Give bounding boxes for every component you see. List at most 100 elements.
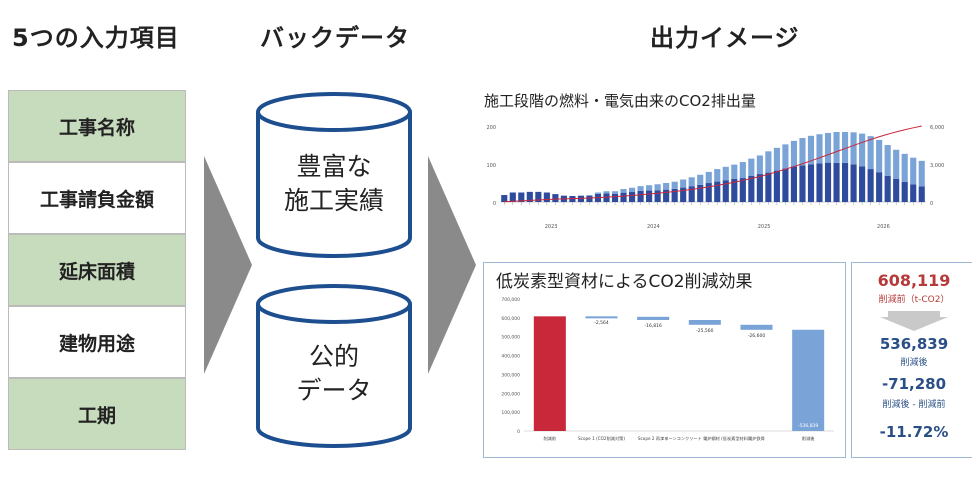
bar-light — [594, 192, 602, 194]
database-label-line1: 豊富な — [296, 152, 372, 181]
bar-dark — [790, 166, 798, 202]
bar-light — [705, 171, 712, 184]
bar-dark — [705, 183, 712, 202]
bar-light — [637, 186, 644, 191]
backdata-header: バックデータ — [260, 24, 410, 52]
bar-dark — [867, 169, 874, 202]
bar-light — [654, 184, 661, 191]
bar-light — [816, 134, 823, 164]
database-label-line2: データ — [296, 376, 372, 405]
bar-dark — [628, 192, 636, 202]
bar-light — [910, 157, 917, 185]
bar-dark — [654, 190, 661, 202]
y-tick-label: 500,000 — [501, 335, 520, 341]
bar-dark — [807, 164, 815, 202]
bar-dark — [850, 164, 857, 202]
y-tick-label: 100,000 — [501, 410, 520, 416]
bar-light — [918, 160, 925, 187]
bar-dark — [765, 172, 772, 202]
bar-light — [765, 151, 772, 173]
input-item-building-use: 建物用途 — [8, 306, 186, 378]
bar-light — [671, 181, 678, 189]
bar-dark — [586, 195, 593, 202]
bar-dark — [859, 166, 866, 202]
bar-light — [722, 166, 729, 181]
bar-light — [646, 185, 653, 191]
right-tick-label: 6,000 — [930, 125, 944, 131]
bar-light — [680, 179, 687, 188]
bar-light — [773, 147, 780, 171]
bar-light — [867, 136, 874, 170]
bar-dark — [918, 186, 925, 202]
bar-light — [790, 140, 798, 167]
bar-light — [628, 187, 636, 193]
waterfall-bar — [637, 316, 670, 320]
bar-light — [824, 132, 832, 163]
bar-dark — [876, 172, 883, 202]
input-item-project-name: 工事名称 — [8, 90, 186, 162]
database-icon — [256, 92, 412, 258]
waterfall-chart-title: 低炭素型資材によるCO2削減効果 — [496, 272, 753, 292]
bar-dark — [884, 175, 891, 202]
input-item-floor-area: 延床面積 — [8, 234, 186, 306]
bar-light — [850, 132, 857, 165]
bar-light — [731, 164, 738, 179]
input-item-construction-period: 工期 — [8, 378, 186, 450]
summary-panel: 608,119 削減前（t-CO2） 536,839 削減後 -71,280 削… — [851, 262, 972, 458]
bar-light — [603, 191, 610, 194]
bar-light — [739, 162, 746, 179]
bar-dark — [739, 178, 746, 202]
bar-dark — [773, 170, 780, 202]
waterfall-category-label: Scope 2 再エネ — [638, 436, 669, 442]
bar-dark — [620, 192, 627, 202]
bar-dark — [637, 190, 644, 202]
bar-dark — [782, 168, 789, 202]
bar-light — [833, 132, 840, 163]
bar-dark — [688, 186, 695, 202]
bar-light — [859, 133, 866, 167]
bar-dark — [816, 163, 823, 202]
waterfall-category-label: 電炉鉄骨 — [748, 435, 765, 442]
waterfall-value-label: -25,560 — [696, 328, 714, 334]
bar-dark — [671, 188, 678, 202]
bar-light — [782, 144, 789, 169]
waterfall-bar — [585, 316, 618, 319]
inputs-header: 5つの入力項目 — [12, 24, 180, 52]
bar-light — [841, 132, 849, 163]
bar-light — [586, 195, 593, 196]
bar-dark — [901, 181, 908, 202]
bar-dark — [833, 162, 840, 202]
before-value: 608,119 — [877, 271, 951, 290]
bar-dark — [910, 184, 917, 202]
y-tick-label: 300,000 — [501, 372, 520, 378]
waterfall-bar — [533, 316, 566, 431]
waterfall-value-label: -16,816 — [644, 323, 662, 329]
bar-light — [893, 149, 900, 180]
right-tick-label: 0 — [930, 201, 933, 207]
bar-dark — [756, 174, 763, 202]
bar-dark — [518, 192, 525, 202]
bar-light — [663, 183, 670, 190]
cumulative-line — [504, 125, 922, 203]
waterfall-chart: 700,000 600,000 500,000 400,000 300,000 200,0… — [501, 297, 834, 442]
emissions-chart: 200 100 0 6,000 3,000 0 2023 2024 2025 2026 — [486, 125, 944, 230]
bar-light — [756, 155, 763, 175]
y-tick-label: 700,000 — [501, 297, 520, 303]
bar-light — [876, 139, 883, 173]
year-label: 2026 — [877, 224, 890, 230]
input-items-list: 工事名称 工事請負金額 延床面積 建物用途 工期 — [8, 90, 186, 450]
bar-dark — [552, 194, 559, 202]
y-tick-label: 200,000 — [501, 391, 520, 397]
waterfall-category-label: クリーンコンクリート 電炉鋼材 (低炭素型材料) — [660, 435, 750, 442]
arrow-icon — [204, 156, 252, 374]
waterfall-category-label: 削減前 — [544, 435, 557, 442]
database-label-line1: 公的 — [308, 342, 359, 371]
year-label: 2024 — [647, 224, 660, 230]
after-value: 536,839 — [879, 335, 949, 353]
percent-value: -11.72% — [879, 423, 949, 441]
bar-dark — [501, 195, 508, 202]
y-tick-label: 400,000 — [501, 354, 520, 360]
bar-dark — [697, 184, 704, 202]
bar-light — [697, 174, 704, 185]
bar-dark — [646, 190, 653, 202]
